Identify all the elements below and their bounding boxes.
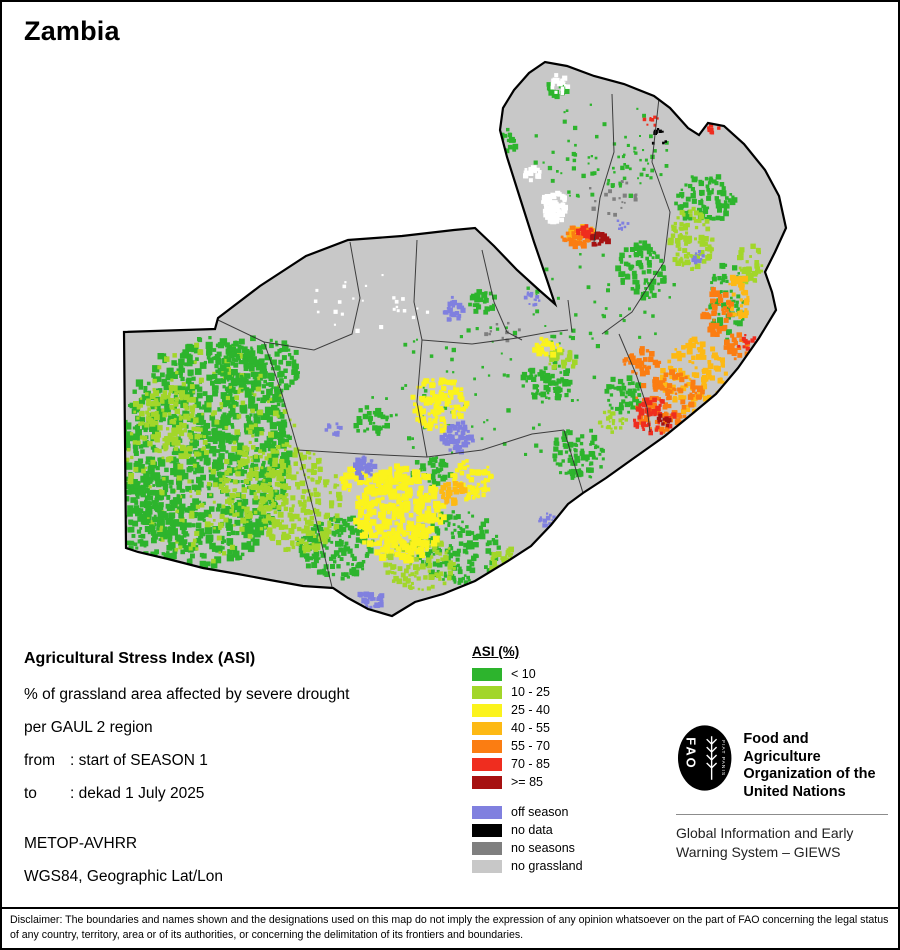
fao-name-line-1: Food and Agriculture bbox=[743, 731, 821, 765]
asi-region-line: per GAUL 2 region bbox=[24, 719, 153, 736]
fao-logo: FAO FIAT PANIS bbox=[677, 725, 732, 791]
legend-label-c55_70: 55 - 70 bbox=[511, 739, 550, 753]
from-value: : start of SEASON 1 bbox=[70, 752, 208, 769]
asi-heading: Agricultural Stress Index (ASI) bbox=[24, 650, 256, 667]
fao-name-line-3: United Nations bbox=[743, 784, 846, 801]
legend-swatch-no_seasons bbox=[472, 841, 502, 855]
projection-line: WGS84, Geographic Lat/Lon bbox=[24, 868, 224, 885]
wheat-ear-icon bbox=[706, 736, 718, 780]
giews-text: Global Information and Early Warning Sys… bbox=[676, 824, 888, 862]
legend-row-c55_70: 55 - 70 bbox=[472, 739, 583, 753]
legend-label-no_data: no data bbox=[511, 823, 553, 837]
legend-title: ASI (%) bbox=[472, 644, 520, 659]
disclaimer-separator bbox=[2, 907, 898, 909]
country-outline bbox=[122, 60, 788, 618]
legend-label-c25_40: 25 - 40 bbox=[511, 703, 550, 717]
legend-swatch-c10_25 bbox=[472, 685, 502, 699]
fao-block: FAO FIAT PANIS Food and Agriculture Orga… bbox=[676, 724, 888, 862]
legend-swatch-lt10 bbox=[472, 667, 502, 681]
to-value: : dekad 1 July 2025 bbox=[70, 785, 205, 802]
legend-label-c70_85: 70 - 85 bbox=[511, 757, 550, 771]
legend-row-c25_40: 25 - 40 bbox=[472, 703, 583, 717]
zambia-map bbox=[122, 60, 788, 618]
from-line: from : start of SEASON 1 bbox=[24, 752, 349, 770]
map-area bbox=[2, 2, 898, 647]
legend-row-lt10: < 10 bbox=[472, 667, 583, 681]
to-line: to : dekad 1 July 2025 bbox=[24, 785, 349, 803]
fao-name-line-2: Organization of the bbox=[743, 766, 876, 783]
fao-name: Food and Agriculture Organization of the… bbox=[743, 731, 888, 802]
legend-label-ge85: >= 85 bbox=[511, 775, 543, 789]
legend-label-no_grassland: no grassland bbox=[511, 859, 583, 873]
legend-label-c40_55: 40 - 55 bbox=[511, 721, 550, 735]
to-label: to bbox=[24, 785, 37, 802]
legend-swatch-c40_55 bbox=[472, 721, 502, 735]
legend-swatch-c25_40 bbox=[472, 703, 502, 717]
legend-class-list: < 10 10 - 25 25 - 40 40 - 55 55 - 70 70 - 85 >… bbox=[472, 667, 583, 789]
legend-row-c40_55: 40 - 55 bbox=[472, 721, 583, 735]
legend-row-no_seasons: no seasons bbox=[472, 841, 583, 855]
giews-line-2: Warning System – GIEWS bbox=[676, 843, 841, 860]
legend-row-off_season: off season bbox=[472, 805, 583, 819]
legend-row-ge85: >= 85 bbox=[472, 775, 583, 789]
legend-label-off_season: off season bbox=[511, 805, 569, 819]
legend-label-c10_25: 10 - 25 bbox=[511, 685, 550, 699]
legend-swatch-no_grassland bbox=[472, 859, 502, 873]
fao-logo-letters: FAO bbox=[683, 737, 698, 769]
legend: ASI (%) < 10 10 - 25 25 - 40 40 - 55 55 - 70… bbox=[472, 644, 583, 877]
page-title: Zambia bbox=[24, 16, 120, 46]
legend-row-c10_25: 10 - 25 bbox=[472, 685, 583, 699]
org-divider bbox=[676, 813, 888, 815]
asi-pixel-patches bbox=[124, 73, 764, 609]
legend-row-no_data: no data bbox=[472, 823, 583, 837]
legend-swatch-no_data bbox=[472, 823, 502, 837]
legend-swatch-ge85 bbox=[472, 775, 502, 789]
legend-swatch-off_season bbox=[472, 805, 502, 819]
legend-swatch-c55_70 bbox=[472, 739, 502, 753]
legend-swatch-c70_85 bbox=[472, 757, 502, 771]
map-description-block: Agricultural Stress Index (ASI) % of gra… bbox=[24, 650, 349, 901]
from-label: from bbox=[24, 752, 55, 769]
legend-label-no_seasons: no seasons bbox=[511, 841, 575, 855]
giews-line-1: Global Information and Early bbox=[676, 824, 854, 841]
legend-label-lt10: < 10 bbox=[511, 667, 536, 681]
legend-extra-list: off season no data no seasons no grassland bbox=[472, 805, 583, 873]
legend-row-c70_85: 70 - 85 bbox=[472, 757, 583, 771]
sensor-line: METOP-AVHRR bbox=[24, 835, 138, 852]
disclaimer-text: Disclaimer: The boundaries and names sho… bbox=[10, 914, 889, 941]
fao-motto: FIAT PANIS bbox=[720, 740, 726, 776]
legend-row-no_grassland: no grassland bbox=[472, 859, 583, 873]
asi-subtitle: % of grassland area affected by severe d… bbox=[24, 686, 350, 703]
admin-boundaries bbox=[217, 93, 671, 588]
